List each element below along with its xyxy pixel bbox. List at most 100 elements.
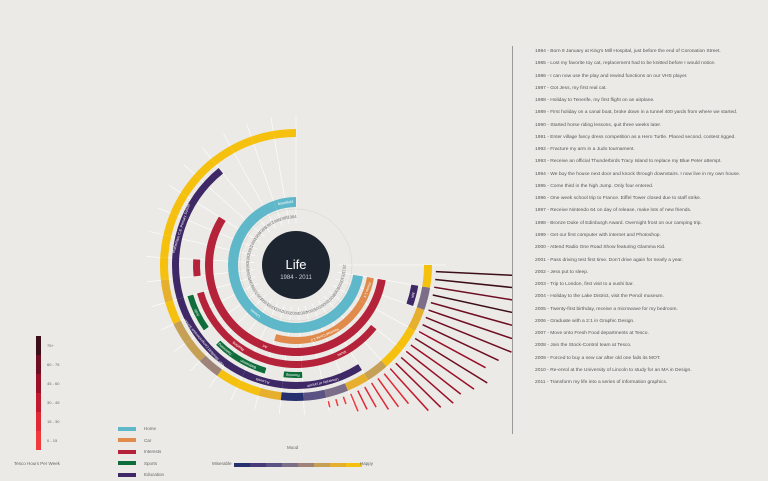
- ring-segment-education: [176, 297, 246, 377]
- year-tick-label: 2002: [289, 311, 299, 316]
- mood-segment: [422, 265, 432, 288]
- year-tick-label: 2000: [273, 306, 284, 314]
- mood-segment: [170, 192, 188, 217]
- mood-gradient-step: [282, 463, 298, 467]
- ring-segment-label: Art: [262, 344, 268, 349]
- center-disc: [262, 231, 330, 299]
- year-tick-label: 1988: [258, 224, 269, 234]
- tesco-hours-bar: [434, 286, 512, 301]
- tesco-hours-bar: [357, 390, 368, 410]
- year-ring-outline: [239, 208, 353, 322]
- year-tick-label: 1985: [279, 214, 290, 221]
- tesco-hours-bar: [425, 316, 512, 353]
- timeline-entry: 2002 - Jess put to sleep.: [535, 269, 589, 275]
- ring-segment-interests-outer: [301, 324, 377, 368]
- tesco-scale-step: [36, 412, 41, 431]
- year-tick-label: 2003: [297, 310, 308, 316]
- ring-segment-interests-outer: [193, 259, 201, 277]
- column-divider: [512, 46, 513, 434]
- mood-segment: [381, 344, 403, 367]
- tesco-scale-step: [36, 431, 41, 450]
- timeline-entry: 1987 - Got Jess, my first real cat.: [535, 85, 607, 91]
- tesco-hours-bar: [405, 350, 462, 395]
- tesco-scale-label: 60 - 75: [47, 362, 60, 367]
- year-tick-label: 2006: [319, 299, 330, 309]
- mood-segment: [230, 136, 254, 153]
- year-tick-label: 2004: [305, 307, 316, 315]
- mood-segment: [303, 389, 327, 401]
- ring-segment-label: Lincoln: [250, 308, 261, 318]
- legend-label: Education: [144, 472, 165, 478]
- timeline-entry: 1998 - Bronze Duke of Edinburgh Award. O…: [535, 220, 702, 226]
- tesco-scale-label: 15 - 30: [47, 419, 60, 424]
- mood-segment: [199, 355, 222, 376]
- tesco-scale-label: 75+: [47, 343, 54, 348]
- year-tick-label: 1991: [246, 244, 254, 255]
- mood-segment: [280, 392, 304, 401]
- legend-swatch: [118, 426, 136, 431]
- timeline-entry: 1985 - Lost my favorite toy cat, replace…: [535, 61, 716, 67]
- year-tick-label: 1996: [249, 284, 258, 295]
- timeline-entry: 2008 - Join the Stock-Control team at Te…: [535, 343, 632, 349]
- year-tick-label: 1993: [245, 261, 250, 271]
- year-tick-label: 1997: [254, 291, 264, 302]
- mood-legend-title: Mood: [287, 445, 299, 450]
- ring-segment-label: Fiesta 1.4: [363, 282, 372, 298]
- mood-segment: [344, 373, 369, 391]
- legend-swatch: [118, 472, 136, 477]
- timeline-entry: 1991 - Enter village fancy dress competi…: [535, 134, 736, 140]
- mood-gradient-step: [346, 463, 362, 467]
- year-tick-label: 1989: [253, 230, 263, 241]
- tesco-hours-bar: [370, 382, 390, 410]
- tesco-hours-bar: [435, 278, 512, 289]
- legend-item: Interests: [118, 446, 164, 458]
- tesco-scale-bar: [36, 336, 41, 450]
- mood-segment: [236, 380, 261, 396]
- tesco-hours-bar: [377, 378, 400, 408]
- mood-low-label: Miserable: [212, 461, 232, 466]
- ring-segment-label: Mansfield: [278, 200, 294, 207]
- timeline-entry: 1993 - Receive an official Thunderbirds …: [535, 159, 722, 165]
- mood-segment: [165, 300, 181, 325]
- ring-segment-label: Music: [336, 350, 346, 358]
- ring-segment-label: MA: [410, 292, 415, 299]
- mood-segment: [160, 257, 169, 281]
- mood-segment: [185, 339, 206, 362]
- tesco-hours-bar: [432, 294, 512, 314]
- timeline-entry: 1995 - Come third in the high Jump. Only…: [535, 183, 654, 189]
- ring-segment-car: [359, 277, 374, 304]
- tesco-hours-bar: [342, 396, 347, 405]
- tesco-hours-bar: [428, 309, 512, 340]
- year-tick-label: 2005: [312, 304, 323, 313]
- year-tick-label: 2011: [341, 264, 347, 274]
- tesco-scale-label: 0 - 15: [47, 438, 58, 443]
- ring-segment-car: [274, 299, 366, 344]
- mood-segment: [217, 369, 241, 388]
- legend-swatch: [118, 461, 136, 466]
- timeline-entry: 2004 - Holiday to the Lake District, vis…: [535, 294, 664, 300]
- mood-segment: [396, 326, 416, 350]
- chart-subtitle: 1984 - 2011: [280, 275, 312, 281]
- year-tick-label: 1984: [287, 214, 297, 220]
- ring-segment-interests-outer: [197, 291, 302, 368]
- tesco-scale-label: 45 - 60: [47, 381, 60, 386]
- tesco-hours-bar: [349, 393, 359, 412]
- mood-ring-group: [160, 129, 432, 401]
- timeline-entry: 2006 - Graduate with a 2:1 in Graphic De…: [535, 318, 635, 324]
- legend-item: Home: [118, 423, 164, 435]
- year-tick-label: 2007: [326, 293, 336, 304]
- mood-gradient-step: [298, 463, 314, 467]
- legend-label: Car: [144, 437, 152, 443]
- year-labels-group: 1984198519861987198819891990199119921993…: [239, 208, 353, 322]
- tesco-hours-bar: [364, 386, 377, 408]
- tesco-scale-step: [36, 393, 41, 412]
- mood-segment: [160, 234, 172, 258]
- year-tick-label: 1992: [245, 253, 251, 264]
- tesco-bars-group: [327, 270, 512, 412]
- timeline-entry: 2011 - Transform my life into a series o…: [535, 380, 668, 386]
- tesco-hours-bar: [418, 331, 486, 369]
- mood-segment: [194, 158, 217, 180]
- timeline-entry: 1990 - Started horse riding lessons, qui…: [535, 122, 662, 128]
- ring-segment-education: [172, 168, 224, 300]
